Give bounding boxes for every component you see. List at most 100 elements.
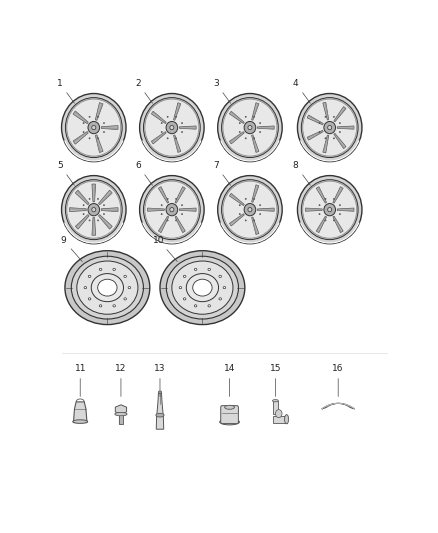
Ellipse shape [339,214,340,215]
Polygon shape [316,216,327,232]
Polygon shape [180,209,196,211]
Ellipse shape [223,99,277,156]
Ellipse shape [303,99,357,156]
Polygon shape [316,187,327,203]
Ellipse shape [248,125,252,130]
Text: 11: 11 [74,364,86,397]
Ellipse shape [140,93,204,161]
Polygon shape [316,216,326,232]
Ellipse shape [208,268,211,271]
Polygon shape [96,103,103,120]
Polygon shape [251,217,258,235]
Ellipse shape [325,220,326,221]
Text: 4: 4 [293,79,311,103]
Ellipse shape [319,132,320,133]
Ellipse shape [245,198,246,199]
Ellipse shape [328,125,332,130]
Ellipse shape [181,132,183,133]
Polygon shape [75,190,89,205]
Ellipse shape [103,132,105,133]
Polygon shape [334,133,346,149]
Polygon shape [334,107,346,122]
Ellipse shape [65,251,150,325]
Ellipse shape [239,132,240,133]
Ellipse shape [260,214,261,215]
Polygon shape [174,103,181,120]
Ellipse shape [324,204,336,216]
Polygon shape [74,402,87,423]
Ellipse shape [181,214,183,215]
Polygon shape [92,217,95,235]
Polygon shape [180,126,196,129]
Text: 12: 12 [115,364,127,397]
Ellipse shape [301,180,358,240]
Ellipse shape [83,132,84,133]
Ellipse shape [92,125,96,130]
Ellipse shape [184,275,186,278]
Ellipse shape [194,305,197,307]
Polygon shape [251,217,259,235]
Ellipse shape [184,298,186,300]
Polygon shape [252,103,259,120]
Ellipse shape [61,93,126,161]
Ellipse shape [160,251,245,325]
Ellipse shape [166,256,238,319]
Polygon shape [258,127,274,129]
FancyBboxPatch shape [221,406,238,424]
Polygon shape [156,392,164,429]
Ellipse shape [88,298,91,300]
Ellipse shape [301,98,358,158]
Ellipse shape [170,207,174,212]
Ellipse shape [239,123,240,124]
Ellipse shape [239,205,240,206]
Polygon shape [152,132,166,143]
Ellipse shape [179,287,182,289]
Ellipse shape [285,415,289,424]
Polygon shape [73,132,88,143]
Ellipse shape [325,198,326,199]
Ellipse shape [193,279,212,296]
Ellipse shape [140,175,204,244]
Polygon shape [101,208,118,212]
Polygon shape [230,132,244,144]
Ellipse shape [260,132,261,133]
Ellipse shape [65,180,122,240]
Polygon shape [175,187,185,203]
Ellipse shape [167,138,168,139]
Ellipse shape [172,261,233,314]
Polygon shape [152,132,166,144]
Ellipse shape [103,205,105,206]
Polygon shape [305,208,322,211]
Polygon shape [75,215,89,229]
Ellipse shape [124,275,127,278]
Ellipse shape [99,305,102,307]
Polygon shape [230,111,244,123]
Polygon shape [252,185,259,203]
Polygon shape [92,184,95,201]
Polygon shape [99,191,112,205]
Polygon shape [70,208,86,209]
Ellipse shape [161,132,162,133]
Ellipse shape [272,400,279,402]
Polygon shape [323,135,328,153]
Polygon shape [251,135,259,152]
Polygon shape [95,135,103,152]
Ellipse shape [297,93,362,161]
Ellipse shape [167,220,168,221]
Ellipse shape [98,279,117,296]
Text: 5: 5 [57,161,74,185]
Ellipse shape [145,99,199,156]
Ellipse shape [254,116,255,117]
Ellipse shape [61,175,126,244]
Ellipse shape [84,287,87,289]
Ellipse shape [156,414,164,417]
Ellipse shape [77,261,138,314]
Ellipse shape [145,181,199,238]
Ellipse shape [176,220,177,221]
Ellipse shape [161,214,162,215]
Ellipse shape [166,122,178,134]
Ellipse shape [333,116,335,117]
Polygon shape [159,216,168,232]
Polygon shape [101,126,118,130]
Polygon shape [307,131,323,140]
